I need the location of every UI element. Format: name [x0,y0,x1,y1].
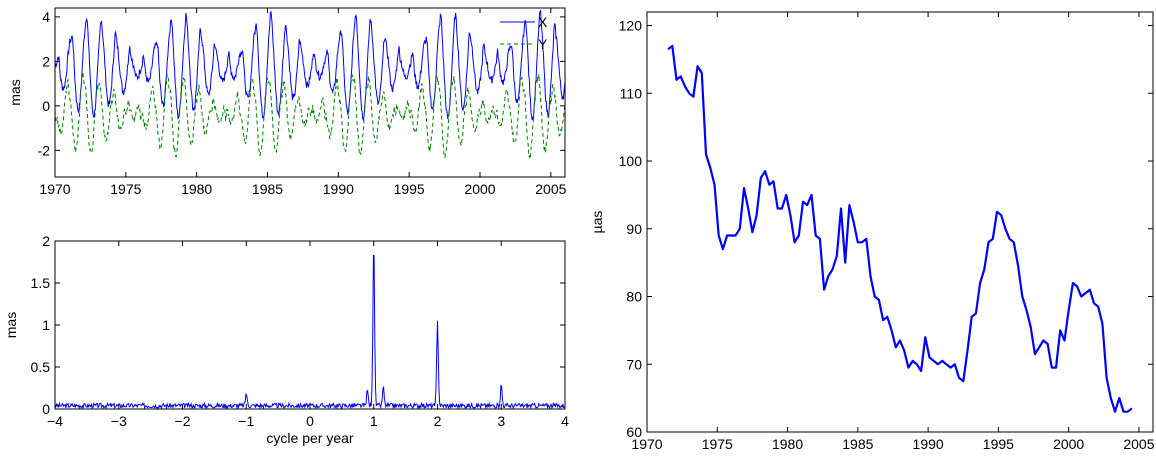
series-line-y [55,71,565,159]
top-left-panel: 1970 1975 1980 1985 1990 1995 2000 2005 -2 0 2 4 mas… [7,7,567,197]
x-tick-label: 0 [306,413,314,429]
x-tick-label: 1990 [913,436,944,452]
x-tick-label: 1975 [702,436,733,452]
y-tick-label: 60 [626,424,642,440]
plot-area [55,241,565,409]
legend-label-x: X [538,14,548,30]
plot-area [55,8,565,177]
x-tick-label: 1975 [110,181,141,197]
x-tick-label: 1980 [772,436,803,452]
y-tick-label: 120 [619,18,643,34]
y-tick-label: 2 [42,53,50,69]
y-tick-label: -2 [38,142,51,158]
x-tick-label: −2 [175,413,191,429]
x-tick-label: −4 [47,413,63,429]
x-tick-label: 2005 [535,181,566,197]
y-tick-label: 80 [626,289,642,305]
series-line [667,44,1133,413]
x-tick-label: 4 [561,413,569,429]
y-tick-label: 0 [42,401,50,417]
x-tick-label: 1985 [842,436,873,452]
right-panel: 1970 1975 1980 1985 1990 1995 2000 2005 60 70 80 90… [589,11,1155,452]
y-tick-label: 70 [626,356,642,372]
x-tick-label: 3 [497,413,505,429]
x-tick-label: 1985 [252,181,283,197]
axes-frame [54,240,566,410]
x-tick-label: 1995 [394,181,425,197]
y-tick-label: 0 [42,98,50,114]
axes-frame [54,7,566,178]
x-tick-label: 1995 [983,436,1014,452]
spectrum-line [54,254,566,410]
y-axis-label: mas [3,312,19,338]
x-tick-label: 2005 [1123,436,1154,452]
series-line-x [55,9,565,122]
y-axis-label: µas [589,211,605,234]
y-tick-label: 110 [620,85,643,101]
x-tick-label: 1970 [39,181,70,197]
x-tick-label: 1970 [631,436,662,452]
y-tick-label: 1.5 [31,275,51,291]
x-tick-label: −1 [238,413,254,429]
y-tick-label: 100 [619,153,643,169]
x-tick-label: 2000 [1053,436,1084,452]
y-axis-label: mas [7,79,23,105]
y-tick-label: 1 [42,317,50,333]
x-tick-label: 2000 [464,181,495,197]
x-tick-label: −3 [111,413,127,429]
y-tick-label: 4 [42,9,50,25]
bottom-left-panel: −4 −3 −2 −1 0 1 2 3 4 0 0.5 1 1.5 2 mas cycle per year [3,233,569,446]
y-tick-label: 2 [42,233,50,249]
x-tick-label: 1 [370,413,378,429]
x-axis-label: cycle per year [266,430,353,446]
x-tick-label: 1990 [323,181,354,197]
y-tick-label: 90 [626,221,642,237]
legend: XY [500,14,548,52]
plot-area [647,12,1153,432]
legend-label-y: Y [538,36,548,52]
y-tick-label: 0.5 [31,359,51,375]
x-tick-label: 1980 [181,181,212,197]
axes-frame [646,11,1154,433]
x-tick-label: 2 [434,413,442,429]
